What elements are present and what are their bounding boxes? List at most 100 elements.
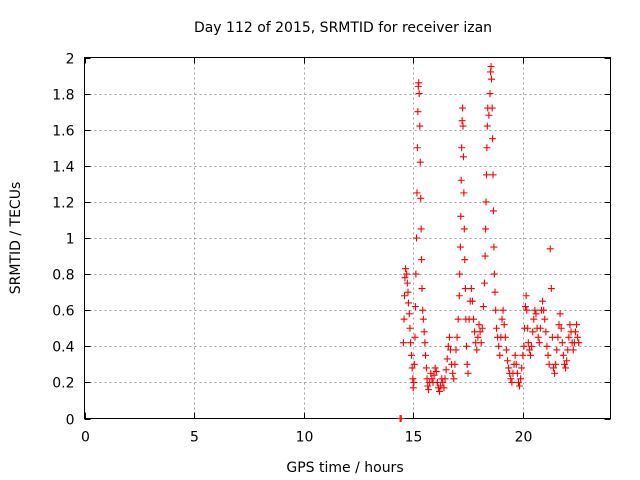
data-point xyxy=(536,324,544,332)
data-points xyxy=(396,63,583,422)
data-point xyxy=(490,270,498,278)
data-point xyxy=(401,274,409,282)
data-point xyxy=(476,328,484,336)
data-point xyxy=(491,288,499,296)
data-point xyxy=(397,415,405,422)
data-point xyxy=(489,171,497,179)
data-point xyxy=(501,333,509,341)
data-point xyxy=(461,256,469,264)
data-point xyxy=(411,333,419,341)
data-point xyxy=(482,225,490,233)
data-point xyxy=(524,339,532,347)
y-tick-label: 1.8 xyxy=(52,88,74,104)
data-point xyxy=(545,360,553,368)
data-point xyxy=(409,384,417,392)
data-point xyxy=(528,342,536,350)
data-point xyxy=(442,366,450,374)
data-point xyxy=(557,324,565,332)
data-point xyxy=(439,378,447,386)
data-point xyxy=(474,333,482,341)
data-point xyxy=(550,364,558,372)
data-point xyxy=(413,189,421,197)
data-point xyxy=(499,306,507,314)
data-point xyxy=(430,371,438,379)
data-point xyxy=(573,321,581,329)
data-point xyxy=(424,382,432,390)
data-point xyxy=(405,310,413,318)
x-axis-label: GPS time / hours xyxy=(286,460,403,476)
data-point xyxy=(482,198,490,206)
data-point xyxy=(542,328,550,336)
data-point xyxy=(440,384,448,392)
data-point xyxy=(443,355,451,363)
y-tick-label: 1.2 xyxy=(52,196,74,212)
y-tick-label: 1.4 xyxy=(52,160,74,176)
data-point xyxy=(408,364,416,372)
data-point xyxy=(566,321,574,329)
data-point xyxy=(560,360,568,368)
data-point xyxy=(574,333,582,341)
data-point xyxy=(452,346,460,354)
data-point xyxy=(456,243,464,251)
data-point xyxy=(553,346,561,354)
data-point xyxy=(552,360,560,368)
data-point xyxy=(479,303,487,311)
data-point xyxy=(475,321,483,329)
data-point xyxy=(487,75,495,83)
data-point xyxy=(445,333,453,341)
data-point xyxy=(520,342,528,350)
data-point xyxy=(419,306,427,314)
data-point xyxy=(518,364,526,372)
data-point xyxy=(481,252,489,260)
data-point xyxy=(419,315,427,323)
data-point xyxy=(495,342,503,350)
y-tick-label: 0.4 xyxy=(52,340,74,356)
data-point xyxy=(527,351,535,359)
y-tick-label: 0.6 xyxy=(52,304,74,320)
x-tick-label: 15 xyxy=(405,430,423,446)
data-point xyxy=(490,243,498,251)
data-point xyxy=(463,360,471,368)
data-point xyxy=(565,333,573,341)
data-point xyxy=(522,292,530,300)
data-point xyxy=(460,225,468,233)
data-point xyxy=(493,324,501,332)
data-point xyxy=(414,108,422,116)
data-point xyxy=(432,368,440,376)
data-point xyxy=(418,285,426,293)
data-point xyxy=(511,351,519,359)
y-tick-label: 1 xyxy=(66,232,75,248)
data-point xyxy=(399,339,407,347)
data-point xyxy=(456,270,464,278)
data-point xyxy=(404,288,412,296)
data-point xyxy=(555,321,563,329)
data-point xyxy=(457,176,465,184)
data-point xyxy=(486,90,494,98)
data-point xyxy=(547,285,555,293)
data-point xyxy=(464,369,472,377)
data-point xyxy=(507,375,515,383)
data-point xyxy=(498,315,506,323)
data-point xyxy=(415,90,423,98)
data-point xyxy=(482,171,490,179)
data-point xyxy=(410,378,418,386)
data-point xyxy=(513,369,521,377)
data-point xyxy=(454,315,462,323)
data-point xyxy=(427,369,435,377)
data-point xyxy=(519,351,527,359)
data-point xyxy=(540,306,548,314)
data-point xyxy=(514,378,522,386)
data-point xyxy=(459,104,467,112)
data-point xyxy=(413,144,421,152)
y-tick-label: 2 xyxy=(66,52,75,68)
data-point xyxy=(473,346,481,354)
grid-lines xyxy=(84,57,611,419)
data-point xyxy=(417,225,425,233)
data-point xyxy=(483,144,491,152)
data-point xyxy=(411,303,419,311)
data-point xyxy=(508,378,516,386)
x-tick-label: 5 xyxy=(190,430,199,446)
data-point xyxy=(524,324,532,332)
data-point xyxy=(503,357,511,365)
data-point xyxy=(563,357,571,365)
